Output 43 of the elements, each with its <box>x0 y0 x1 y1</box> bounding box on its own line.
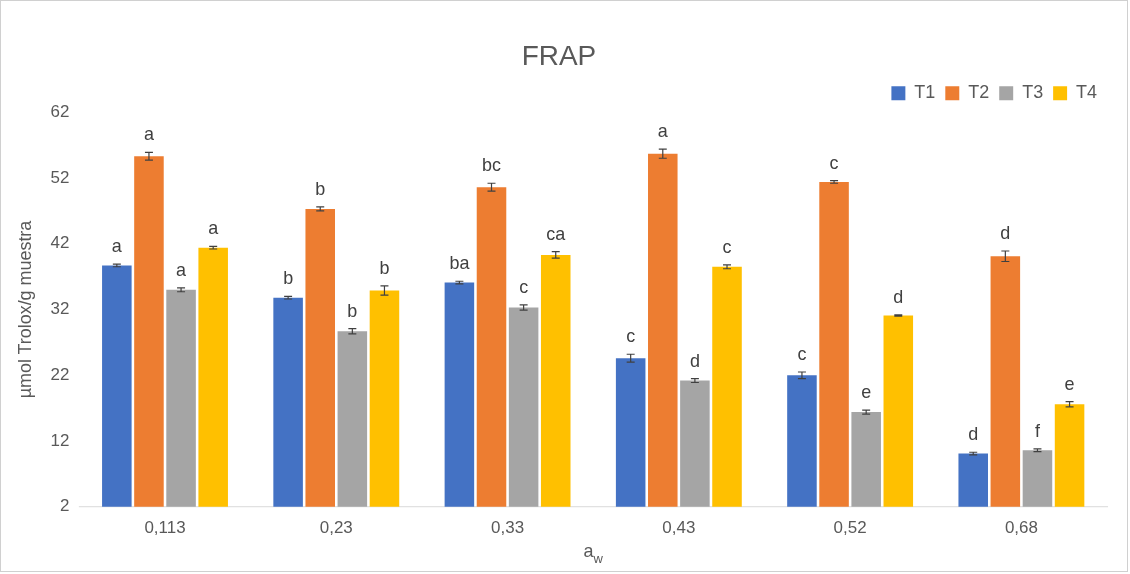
data-label: b <box>379 257 390 278</box>
x-tick-label: 0,113 <box>144 517 186 537</box>
data-label: d <box>689 350 700 371</box>
x-tick-label: 0,68 <box>1004 517 1038 537</box>
y-tick-label: 22 <box>50 364 70 384</box>
data-label: c <box>626 326 636 347</box>
data-label: a <box>143 124 154 145</box>
legend-label: T3 <box>1022 82 1044 103</box>
legend-label: T4 <box>1076 82 1098 103</box>
y-tick-label: 62 <box>50 101 70 121</box>
data-label: a <box>176 259 187 280</box>
x-tick-label: 0,52 <box>833 517 867 537</box>
legend-label: T1 <box>914 82 936 103</box>
data-label: c <box>519 276 529 297</box>
data-label: d <box>968 424 979 445</box>
data-label: a <box>208 218 219 239</box>
data-label: b <box>347 300 358 321</box>
data-label: b <box>283 268 294 289</box>
data-label: a <box>657 121 668 142</box>
y-tick-label: 32 <box>50 299 70 319</box>
data-label: ca <box>546 223 566 244</box>
y-tick-label: 2 <box>59 496 70 516</box>
x-tick-label: 0,33 <box>491 517 525 537</box>
x-tick-label: 0,43 <box>662 517 696 537</box>
data-label: e <box>1064 373 1075 394</box>
chart-title: FRAP <box>521 40 597 72</box>
legend-label: T2 <box>968 82 990 103</box>
data-label: ba <box>449 253 470 274</box>
data-label: c <box>797 344 807 365</box>
y-tick-label: 42 <box>50 233 70 253</box>
y-axis-title: µmol Trolox/g muestra <box>14 220 35 399</box>
data-label: d <box>1000 223 1011 243</box>
data-label: c <box>829 152 839 173</box>
data-label: f <box>1034 420 1041 441</box>
y-tick-label: 12 <box>50 430 70 450</box>
data-label: a <box>111 236 122 257</box>
data-label: bc <box>482 155 502 176</box>
y-tick-label: 52 <box>50 167 70 187</box>
data-label: d <box>893 286 904 307</box>
x-tick-label: 0,23 <box>319 517 353 537</box>
data-label: b <box>315 178 326 199</box>
data-label: e <box>861 382 872 403</box>
data-label: c <box>722 236 732 257</box>
